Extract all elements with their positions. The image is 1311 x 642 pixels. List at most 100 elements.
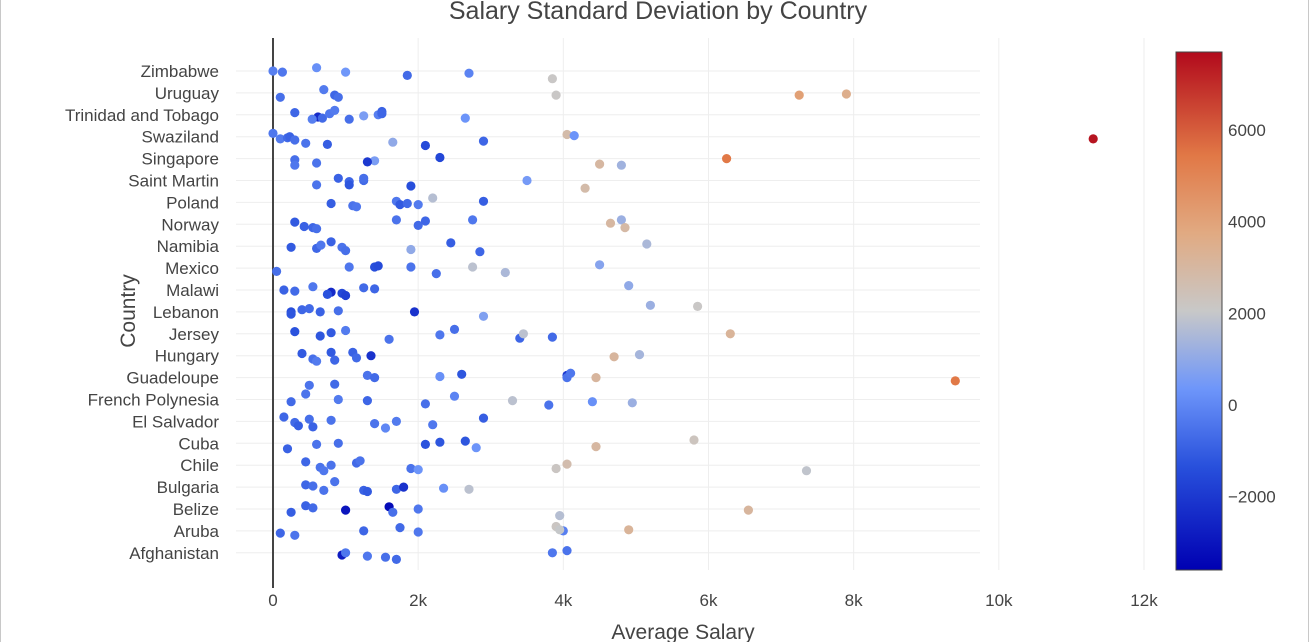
point-saint-martin[interactable]: [580, 183, 590, 193]
point-norway[interactable]: [620, 223, 630, 233]
point-french-polynesia[interactable]: [587, 397, 598, 407]
point-malawi[interactable]: [308, 282, 318, 292]
point-guadeloupe[interactable]: [304, 380, 314, 390]
point-singapore[interactable]: [290, 160, 300, 170]
point-cuba[interactable]: [420, 439, 430, 449]
point-swaziland[interactable]: [478, 136, 489, 146]
point-chile[interactable]: [562, 459, 572, 469]
point-malawi[interactable]: [359, 283, 369, 293]
point-cuba[interactable]: [282, 444, 293, 454]
point-french-polynesia[interactable]: [507, 396, 518, 406]
point-afghanistan[interactable]: [362, 551, 372, 561]
point-hungary[interactable]: [297, 348, 307, 359]
point-zimbabwe[interactable]: [547, 74, 558, 84]
point-el-salvador[interactable]: [428, 420, 438, 430]
point-cuba[interactable]: [471, 443, 481, 453]
point-el-salvador[interactable]: [478, 413, 489, 423]
point-poland[interactable]: [395, 200, 405, 210]
point-trinidad-and-tobago[interactable]: [460, 113, 470, 123]
point-belize[interactable]: [341, 505, 351, 515]
point-aruba[interactable]: [395, 523, 405, 533]
point-poland[interactable]: [413, 200, 423, 210]
point-chile[interactable]: [551, 463, 561, 474]
point-lebanon[interactable]: [693, 301, 703, 311]
point-lebanon[interactable]: [304, 304, 314, 314]
point-zimbabwe[interactable]: [268, 66, 278, 76]
point-hungary[interactable]: [351, 353, 362, 363]
point-namibia[interactable]: [406, 244, 416, 255]
point-swaziland[interactable]: [322, 139, 332, 149]
point-belize[interactable]: [301, 501, 311, 511]
point-belize[interactable]: [743, 505, 754, 515]
point-bulgaria[interactable]: [464, 484, 474, 494]
point-french-polynesia[interactable]: [420, 399, 430, 409]
point-aruba[interactable]: [624, 525, 634, 535]
point-hungary[interactable]: [312, 356, 322, 366]
point-uruguay[interactable]: [551, 90, 561, 100]
point-guadeloupe[interactable]: [435, 371, 445, 382]
point-afghanistan[interactable]: [380, 552, 391, 562]
point-afghanistan[interactable]: [391, 554, 401, 565]
point-swaziland[interactable]: [388, 137, 398, 147]
point-swaziland[interactable]: [290, 135, 300, 145]
point-mexico[interactable]: [468, 262, 478, 272]
point-el-salvador[interactable]: [391, 416, 401, 426]
point-french-polynesia[interactable]: [301, 389, 311, 399]
point-norway[interactable]: [391, 215, 401, 225]
point-swaziland[interactable]: [420, 140, 430, 151]
point-french-polynesia[interactable]: [627, 398, 637, 408]
point-chile[interactable]: [319, 466, 329, 476]
point-hungary[interactable]: [366, 351, 376, 361]
point-saint-martin[interactable]: [406, 181, 416, 191]
point-bulgaria[interactable]: [439, 483, 449, 493]
point-el-salvador[interactable]: [370, 419, 380, 429]
point-trinidad-and-tobago[interactable]: [307, 114, 317, 124]
point-guadeloupe[interactable]: [457, 369, 467, 379]
point-poland[interactable]: [428, 193, 438, 203]
point-malawi[interactable]: [279, 285, 289, 295]
point-saint-martin[interactable]: [522, 175, 532, 186]
point-singapore[interactable]: [722, 154, 732, 164]
point-bulgaria[interactable]: [399, 482, 409, 492]
point-jersey[interactable]: [435, 330, 445, 340]
point-trinidad-and-tobago[interactable]: [330, 105, 340, 115]
point-lebanon[interactable]: [409, 307, 420, 317]
point-french-polynesia[interactable]: [333, 394, 343, 405]
point-guadeloupe[interactable]: [591, 373, 601, 383]
point-malawi[interactable]: [341, 290, 351, 301]
point-french-polynesia[interactable]: [449, 391, 460, 401]
point-saint-martin[interactable]: [312, 180, 322, 190]
point-lebanon[interactable]: [645, 300, 656, 310]
point-swaziland[interactable]: [562, 129, 572, 140]
point-jersey[interactable]: [384, 334, 394, 344]
point-chile[interactable]: [406, 463, 416, 474]
point-french-polynesia[interactable]: [544, 400, 554, 410]
point-lebanon[interactable]: [315, 307, 325, 317]
point-mexico[interactable]: [344, 262, 354, 272]
point-jersey[interactable]: [315, 331, 325, 341]
point-bulgaria[interactable]: [391, 484, 401, 494]
point-lebanon[interactable]: [297, 305, 307, 315]
point-hungary[interactable]: [609, 352, 619, 362]
point-bulgaria[interactable]: [362, 486, 372, 497]
point-uruguay[interactable]: [333, 92, 343, 102]
point-guadeloupe[interactable]: [950, 376, 960, 386]
point-belize[interactable]: [308, 503, 318, 513]
point-trinidad-and-tobago[interactable]: [359, 111, 369, 121]
point-norway[interactable]: [413, 220, 423, 230]
point-trinidad-and-tobago[interactable]: [344, 114, 354, 124]
point-chile[interactable]: [413, 465, 423, 475]
point-singapore[interactable]: [370, 156, 380, 166]
point-zimbabwe[interactable]: [277, 67, 287, 77]
point-afghanistan[interactable]: [547, 548, 558, 558]
point-norway[interactable]: [468, 215, 478, 225]
point-guadeloupe[interactable]: [362, 370, 372, 380]
point-bulgaria[interactable]: [308, 481, 318, 491]
point-norway[interactable]: [312, 224, 322, 234]
point-chile[interactable]: [355, 456, 365, 466]
point-norway[interactable]: [299, 221, 309, 232]
point-el-salvador[interactable]: [326, 415, 336, 425]
point-el-salvador[interactable]: [304, 414, 314, 424]
point-zimbabwe[interactable]: [341, 67, 351, 77]
point-trinidad-and-tobago[interactable]: [317, 113, 327, 123]
